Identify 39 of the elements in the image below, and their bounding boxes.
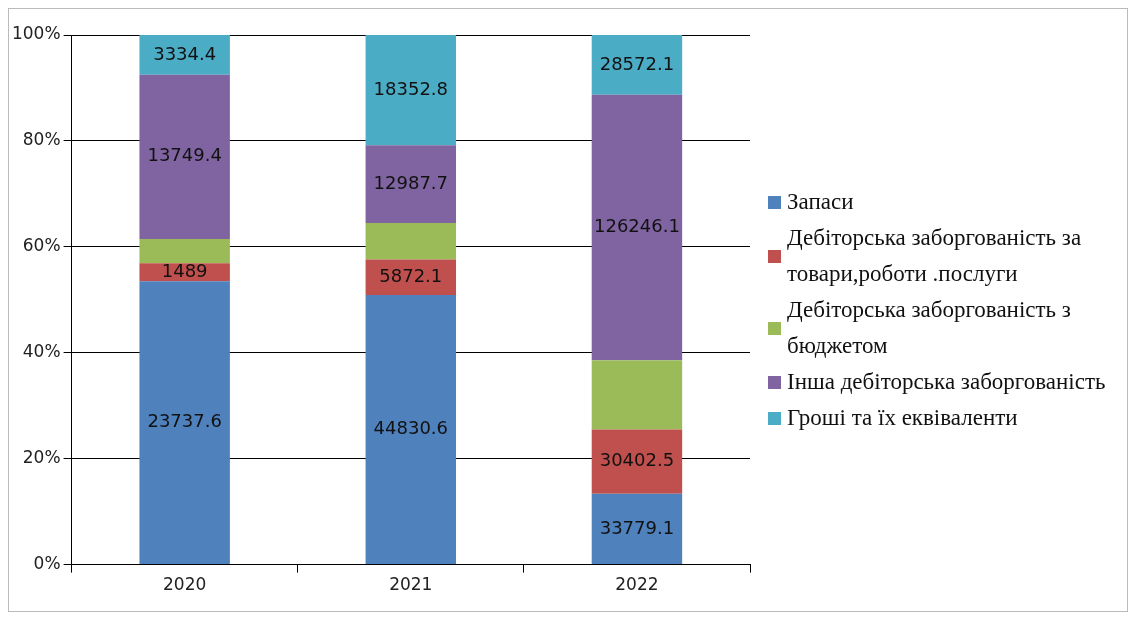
legend-label: Дебіторська заборгованість з бюджетом <box>787 296 1072 360</box>
bar <box>365 35 457 146</box>
annotation: 5872.1 <box>379 264 443 286</box>
annotation: 44830.6 <box>373 417 449 439</box>
annotation: 18352.8 <box>373 77 449 99</box>
annotation: 30402.5 <box>599 449 675 471</box>
bar <box>139 238 230 264</box>
bar <box>365 145 457 224</box>
x-tick-label: 2021 <box>389 574 433 595</box>
bar <box>591 35 683 95</box>
bar <box>591 493 683 565</box>
x-tick-label: 2020 <box>163 574 207 595</box>
bar <box>365 223 457 260</box>
bar <box>139 35 230 75</box>
annotation: 13749.4 <box>147 144 222 166</box>
bar <box>139 74 230 239</box>
annotation: 126246.1 <box>593 215 680 237</box>
x-tick-label: 2022 <box>615 574 659 595</box>
legend-label: Інша дебіторська заборгованість <box>787 368 1106 396</box>
annotation: 3334.4 <box>153 42 217 64</box>
annotation: 12987.7 <box>373 171 449 193</box>
bar <box>591 94 683 361</box>
y-tick-label: 100% <box>11 23 61 44</box>
y-tick-label: 20% <box>22 447 61 468</box>
annotation: 23737.6 <box>147 410 222 432</box>
bar <box>365 295 457 565</box>
y-tick-label: 0% <box>33 553 61 574</box>
bar <box>139 281 230 565</box>
y-tick-label: 60% <box>22 235 61 256</box>
annotation: 1489 <box>161 259 208 281</box>
bar <box>591 360 683 430</box>
y-tick-label: 80% <box>22 129 61 150</box>
legend-label: Запаси <box>787 188 854 216</box>
legend-label: Гроші та їх еквіваленти <box>787 404 1018 432</box>
y-tick-label: 40% <box>22 341 61 362</box>
annotation: 33779.1 <box>599 516 675 538</box>
annotation: 28572.1 <box>599 52 675 74</box>
legend-label: Дебіторська заборгованість за товари,роботи .послуги <box>787 224 1083 288</box>
bar <box>591 429 683 494</box>
